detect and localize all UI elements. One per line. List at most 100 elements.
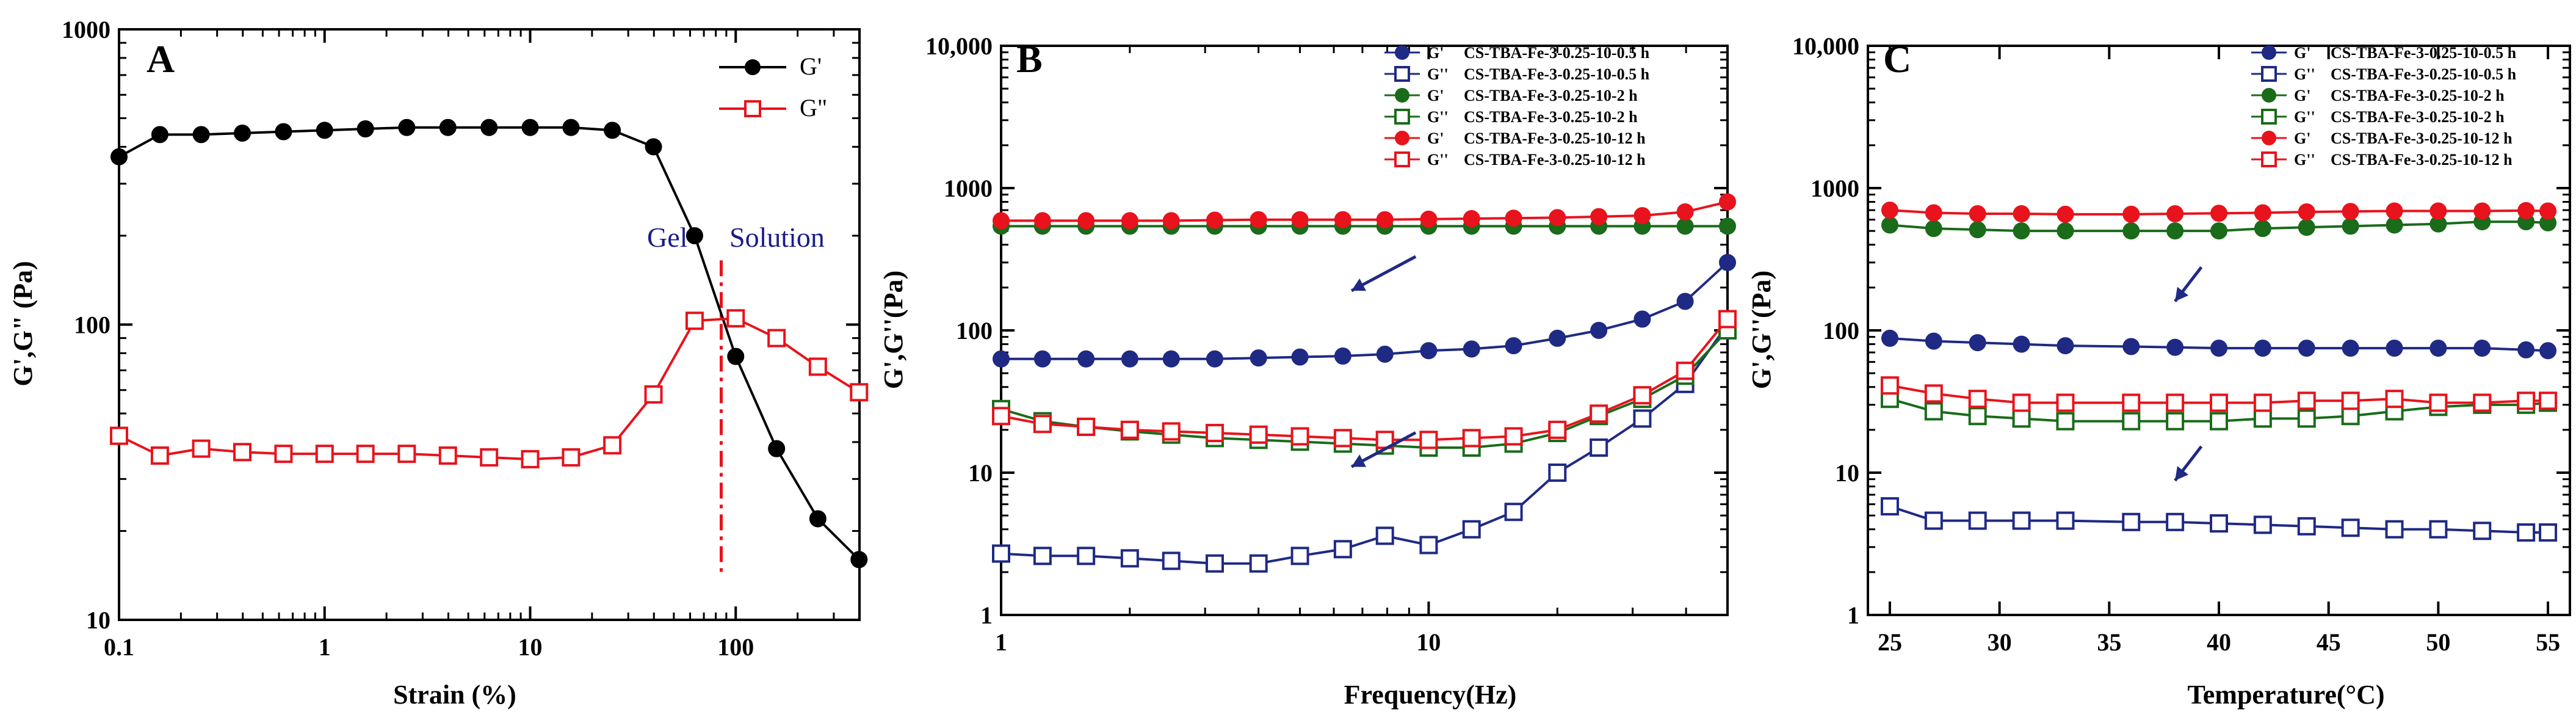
panel-c-legend-symbol: G'' [2294,108,2315,126]
panel-a-series-g-double-prime-point [110,426,128,445]
panel-b-arrow [1350,431,1417,468]
panel-b-series-cs-tba-fe-3-0-25-10-12-h-g-double-prime-point [1249,425,1268,444]
panel-c-legend-symbol: G' [2294,44,2310,62]
panel-c-legend-symbol: G' [2294,129,2310,147]
panel-b-series-cs-tba-fe-3-0-25-10-0-5-h-g-double-prime-point [1162,551,1181,570]
panel-a-y-tick-label: 100 [74,311,110,339]
panel-a-series-g-double-prime-point [562,448,581,467]
panel-c-series-cs-tba-fe-3-0-25-10-12-h-g-prime-point [2210,205,2227,222]
panel-a-series-g-prime-point [234,125,251,142]
panel-c-letter: C [1883,37,1911,81]
panel-c-series-cs-tba-fe-3-0-25-10-0-5-h-g-prime-point [2342,340,2359,357]
panel-c-series-cs-tba-fe-3-0-25-10-2-h-g-prime-point [2013,222,2030,240]
panel-b-series-cs-tba-fe-3-0-25-10-12-h-g-prime-point [1634,207,1651,225]
panel-c-series-cs-tba-fe-3-0-25-10-0-5-h-g-double-prime-point [2012,511,2031,530]
panel-c-series-cs-tba-fe-3-0-25-10-12-h-g-prime-line [1889,209,2549,216]
panel-c-series-cs-tba-fe-3-0-25-10-2-h-g-double-prime-point [2012,409,2031,428]
panel-a-series-g-prime-point [439,118,457,136]
panel-c-series-cs-tba-fe-3-0-25-10-12-h-g-double-prime-point [2539,391,2558,410]
panel-a-series-g-prime-point [562,118,580,136]
panel-b-legend-symbol: G' [1427,87,1444,104]
panel-c-series-cs-tba-fe-3-0-25-10-2-h-g-double-prime-point [2210,412,2228,431]
panel-a-solution-label: Solution [729,222,825,253]
panel-b-series-cs-tba-fe-3-0-25-10-12-h-g-prime-point [1376,211,1394,228]
panel-a-series-g-double-prime-point [274,445,293,464]
panel-c-series-cs-tba-fe-3-0-25-10-12-h-g-prime [1881,202,2557,223]
panel-c-legend-sample: CS-TBA-Fe-3-0.25-10-2 h [2331,87,2505,104]
panel-b-series-cs-tba-fe-3-0-25-10-2-h-g-prime-point [1719,217,1736,235]
panel-b-series-cs-tba-fe-3-0-25-10-12-h-g-prime-point [1590,208,1608,225]
panel-b-legend-symbol: G' [1427,44,1444,62]
panel-b-series-cs-tba-fe-3-0-25-10-0-5-h-g-prime-point [1634,310,1651,328]
panel-b-legend-marker [1395,45,1409,60]
panel-a-series-g-prime-point [192,126,210,144]
panel-c-series-cs-tba-fe-3-0-25-10-0-5-h-g-double-prime-point [2539,523,2558,542]
panel-c-series-cs-tba-fe-3-0-25-10-2-h-g-prime-point [2122,222,2140,240]
panel-b-legend-sample: CS-TBA-Fe-3-0.25-10-0.5 h [1464,65,1650,83]
panel-a-series-g-prime-line [118,126,860,561]
panel-b-legend-symbol: G'' [1427,108,1449,126]
panel-b-series-cs-tba-fe-3-0-25-10-0-5-h-g-prime [993,253,1736,368]
panel-b-series-cs-tba-fe-3-0-25-10-0-5-h-g-prime-point [1077,350,1095,368]
panel-c-series-cs-tba-fe-3-0-25-10-0-5-h-g-double-prime-line [1889,505,2549,534]
panel-b-series-cs-tba-fe-3-0-25-10-2-h-g-double-prime-line [1000,329,1729,449]
panel-b-y-tick-label: 10,000 [925,32,993,60]
panel-c-series-cs-tba-fe-3-0-25-10-2-h-g-double-prime-line [1889,398,2549,423]
panel-b-series-cs-tba-fe-3-0-25-10-0-5-h-g-double-prime-point [1504,503,1523,522]
panel-b-series-cs-tba-fe-3-0-25-10-12-h-g-prime-point [1505,209,1522,227]
panel-a-y-tick-label: 1000 [62,16,110,43]
panel-c-series-cs-tba-fe-3-0-25-10-2-h-g-prime-point [1969,221,1986,239]
panel-b-series-cs-tba-fe-3-0-25-10-0-5-h-g-double-prime-point [1462,520,1481,539]
panel-b-series-cs-tba-fe-3-0-25-10-0-5-h-g-double-prime-point [1375,526,1394,545]
panel-b-series-cs-tba-fe-3-0-25-10-12-h-g-double-prime-point [1590,404,1608,423]
panel-b-series-cs-tba-fe-3-0-25-10-12-h-g-double-prime-point [1033,415,1052,434]
panel-c-series-cs-tba-fe-3-0-25-10-2-h-g-double-prime-point [1968,407,1987,426]
panel-c-y-tick-label: 100 [1823,317,1859,344]
panel-c-x-tick-label: 55 [2536,628,2560,656]
panel-b-legend-sample: CS-TBA-Fe-3-0.25-10-2 h [1464,108,1638,126]
panel-c-series-cs-tba-fe-3-0-25-10-0-5-h-g-double-prime-point [2122,512,2141,531]
panel-b-legend-sample: CS-TBA-Fe-3-0.25-10-2 h [1464,87,1638,104]
panel-c-legend: G' CS-TBA-Fe-3-0.25-10-0.5 h G'' CS-TBA-Fe-… [2251,44,2517,169]
panel-a-series-g-double-prime-point [233,443,252,462]
panel-b-series-cs-tba-fe-3-0-25-10-2-h-g-double-prime [992,321,1737,457]
panel-c-series-cs-tba-fe-3-0-25-10-2-h-g-prime-point [2254,220,2271,238]
panel-b-x-title: Frequency(Hz) [1344,680,1517,710]
panel-c-series-cs-tba-fe-3-0-25-10-0-5-h-g-prime-point [1969,334,1986,352]
panel-b-series-cs-tba-fe-3-0-25-10-12-h-g-prime-point [993,212,1010,230]
panel-c-series-cs-tba-fe-3-0-25-10-0-5-h-g-prime-point [2517,341,2535,358]
panel-b-series-cs-tba-fe-3-0-25-10-12-h-g-double-prime-line [1000,318,1729,442]
panel-c-y-title: G',G''(Pa) [1746,271,1776,389]
panel-b-series-cs-tba-fe-3-0-25-10-12-h-g-double-prime-point [992,407,1010,426]
panel-c-series-cs-tba-fe-3-0-25-10-0-5-h-g-prime-point [2386,340,2403,357]
panel-b-legend: G' CS-TBA-Fe-3-0.25-10-0.5 h G'' CS-TBA-Fe-… [1384,44,1650,169]
panel-c-series-cs-tba-fe-3-0-25-10-0-5-h-g-prime-point [2298,340,2315,357]
panel-c-series-cs-tba-fe-3-0-25-10-12-h-g-prime-point [2539,202,2557,220]
panel-a-series-g-prime-point [645,138,662,156]
panel-a-legend-gdoubleprime: G" [800,94,827,122]
panel-b-series-cs-tba-fe-3-0-25-10-0-5-h-g-double-prime-point [1333,540,1352,559]
panel-c-series-cs-tba-fe-3-0-25-10-12-h-g-prime-point [2429,202,2447,220]
panel-b-legend-marker [1394,109,1410,125]
panel-c-series-cs-tba-fe-3-0-25-10-12-h-g-double-prime-line [1889,384,2549,404]
panel-c-series-cs-tba-fe-3-0-25-10-2-h-g-prime-point [2342,217,2359,235]
panel-a-series-g-double-prime-point [603,436,622,455]
panel-c-series-cs-tba-fe-3-0-25-10-12-h-g-prime-point [2342,203,2359,220]
panel-c-series-cs-tba-fe-3-0-25-10-12-h-g-prime-point [1969,205,1986,223]
panel-b-y-tick-label: 1000 [944,175,993,202]
panel-a-series-g-double-prime-line [118,317,860,460]
panel-b-series-cs-tba-fe-3-0-25-10-0-5-h-g-prime-point [1505,337,1522,355]
panel-c-series-cs-tba-fe-3-0-25-10-0-5-h-g-prime-point [1925,332,1942,350]
panel-b-series-cs-tba-fe-3-0-25-10-0-5-h-g-prime-point [1250,349,1267,367]
panel-b-series-cs-tba-fe-3-0-25-10-0-5-h-g-double-prime-point [1205,554,1224,573]
panel-c-series-cs-tba-fe-3-0-25-10-12-h-g-double-prime-point [2429,393,2448,412]
panel-b-legend-marker [1394,151,1410,167]
panel-b-series-cs-tba-fe-3-0-25-10-0-5-h-g-prime-line [1001,261,1729,360]
panel-c-series-cs-tba-fe-3-0-25-10-12-h-g-double-prime-point [2341,391,2360,410]
panel-b-series-cs-tba-fe-3-0-25-10-0-5-h-g-double-prime-point [1249,554,1268,573]
panel-c-series-cs-tba-fe-3-0-25-10-0-5-h-g-double-prime-point [2429,520,2448,539]
panel-b-legend-symbol: G'' [1427,151,1449,169]
panel-c-x-tick-label: 50 [2426,628,2450,656]
panel-b-series-cs-tba-fe-3-0-25-10-0-5-h-g-double-prime-point [1033,547,1052,565]
